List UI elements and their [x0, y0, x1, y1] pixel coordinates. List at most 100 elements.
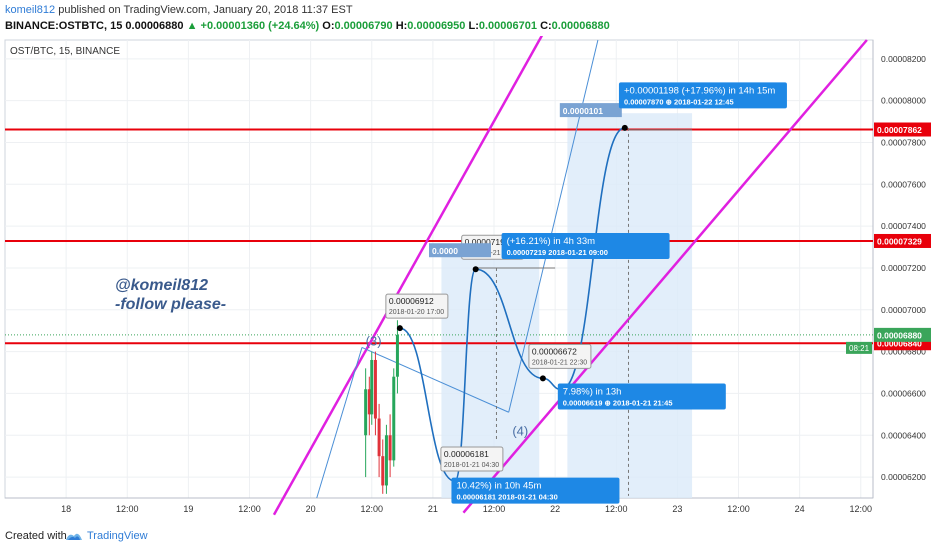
- author-link[interactable]: komeil812: [5, 4, 56, 16]
- price-chart[interactable]: 0.00008200 0.00008000 0.00007800 0.00007600…: [0, 33, 932, 520]
- x-tick-label: 12:00: [850, 504, 873, 514]
- ohlc-line: BINANCE:OSTBTC, 15 0.00006880 ▲ +0.00001…: [5, 20, 610, 32]
- level-tag: [874, 122, 931, 137]
- high-value: 0.00006950: [407, 20, 466, 32]
- x-tick-label: 12:00: [727, 504, 750, 514]
- price-change: +0.00001360 (+24.64%): [200, 20, 320, 32]
- y-tick-label: 0.00006200: [881, 472, 926, 482]
- x-tick-label: 12:00: [238, 504, 261, 514]
- candle-body: [370, 359, 374, 415]
- x-tick-label: 20: [306, 504, 316, 514]
- measure-box: [451, 477, 620, 504]
- level-tag-label: 0.00007329: [877, 236, 922, 246]
- wave-label: (3): [366, 333, 382, 348]
- current-price-tag: [874, 327, 931, 342]
- point-callout-value: 0.00006912: [389, 296, 434, 306]
- y-tick-label: 0.00007400: [881, 221, 926, 231]
- chart-title: OST/BTC, 15, BINANCE: [10, 46, 120, 57]
- measure-label-back-text: 0.0000: [432, 246, 458, 256]
- point-callout: [385, 293, 449, 319]
- candle-body: [367, 389, 371, 415]
- point-callout: [440, 446, 504, 472]
- level-tag-label: 0.00006840: [877, 339, 922, 349]
- measure-label-back: [429, 243, 491, 258]
- last-price: 0.00006880: [125, 20, 184, 32]
- y-tick-label: 0.00007600: [881, 179, 926, 189]
- y-tick-label: 0.00008200: [881, 54, 926, 64]
- current-price-label: 0.00006880: [877, 330, 922, 340]
- tradingview-brand[interactable]: TradingView: [87, 530, 148, 542]
- candle-body: [395, 334, 399, 377]
- y-tick-label: 0.00006800: [881, 347, 926, 357]
- time-tag-label: 08:21: [849, 344, 870, 353]
- projection-point: [621, 124, 628, 131]
- watermark-line: @komeil812: [115, 277, 208, 294]
- x-tick-label: 18: [61, 504, 71, 514]
- level-tag-label: 0.00007862: [877, 125, 922, 135]
- plot-frame: [4, 39, 874, 499]
- measure-box-sub: 0.00007219 2018-01-21 09:00: [507, 248, 608, 257]
- close-value: 0.00006880: [551, 20, 610, 32]
- measure-label-back-text: 0.0000101: [563, 106, 603, 116]
- point-callout-date: 2018-01-20 17:00: [389, 309, 444, 316]
- low-value: 0.00006701: [478, 20, 537, 32]
- symbol-label: BINANCE:OSTBTC, 15: [5, 20, 123, 32]
- time-tag: [846, 341, 872, 354]
- y-tick-label: 0.00007800: [881, 137, 926, 147]
- watermark-line: -follow please-: [115, 296, 226, 313]
- measure-box: [557, 383, 726, 410]
- measure-box-text: 7.98%) in 13h: [563, 387, 622, 398]
- trend-line: [508, 39, 599, 413]
- candle-body: [384, 435, 388, 486]
- channel-line: [272, 33, 545, 516]
- x-tick-label: 19: [183, 504, 193, 514]
- point-callout: [528, 343, 592, 369]
- projection-point: [472, 266, 479, 273]
- candle-body: [381, 456, 385, 486]
- point-callout-date: 2018-01-21 04:30: [444, 462, 499, 469]
- candle-body: [388, 435, 392, 461]
- x-tick-label: 12:00: [605, 504, 628, 514]
- wave-label: (4): [512, 423, 528, 438]
- candle-body: [373, 359, 377, 419]
- x-tick-label: 12:00: [116, 504, 139, 514]
- high-label: H:: [395, 20, 408, 32]
- created-with-text: Created with: [5, 530, 67, 542]
- measure-box: [501, 232, 670, 259]
- point-callout-value: 0.00006672: [532, 346, 577, 356]
- measure-label-back: [559, 103, 622, 118]
- measure-box-sub: 0.00006181 2018-01-21 04:30: [456, 493, 557, 502]
- publish-text: published on TradingView.com, January 20…: [58, 4, 353, 16]
- y-tick-label: 0.00008000: [881, 96, 926, 106]
- y-tick-label: 0.00007200: [881, 263, 926, 273]
- close-label: C:: [540, 20, 552, 32]
- measure-box-text: (+16.21%) in 4h 33m: [507, 236, 596, 247]
- measure-box-sub: 0.00006619 ⊕ 2018-01-21 21:45: [563, 399, 673, 408]
- x-tick-label: 21: [428, 504, 438, 514]
- chart-header: komeil812 published on TradingView.com, …: [0, 0, 932, 40]
- point-callout-value: 0.00006181: [444, 449, 489, 459]
- y-tick-label: 0.00007000: [881, 305, 926, 315]
- low-label: L:: [468, 20, 479, 32]
- trend-line: [361, 346, 509, 413]
- x-tick-label: 24: [795, 504, 805, 514]
- channel-line: [462, 39, 868, 514]
- measure-box-text: +0.00001198 (+17.96%) in 14h 15m: [624, 85, 775, 96]
- tradingview-logo-icon[interactable]: [65, 528, 83, 545]
- measure-zone: [567, 113, 693, 498]
- footer: Created with TradingView: [0, 520, 932, 550]
- x-tick-label: 12:00: [360, 504, 383, 514]
- projection-point: [539, 375, 546, 382]
- trend-line: [316, 347, 363, 499]
- open-label: O:: [322, 20, 335, 32]
- projection-point: [396, 325, 403, 332]
- chart-area[interactable]: 0.00008200 0.00008000 0.00007800 0.00007600…: [0, 33, 932, 520]
- level-tag: [874, 233, 931, 248]
- point-callout-value: 0.00007194: [465, 237, 510, 247]
- measure-box-text: 10.42%) in 10h 45m: [456, 481, 541, 492]
- measure-box: [618, 82, 787, 109]
- candle-body: [392, 376, 396, 461]
- candle-body: [364, 389, 368, 436]
- up-arrow-icon: ▲: [186, 20, 198, 32]
- x-tick-label: 12:00: [483, 504, 506, 514]
